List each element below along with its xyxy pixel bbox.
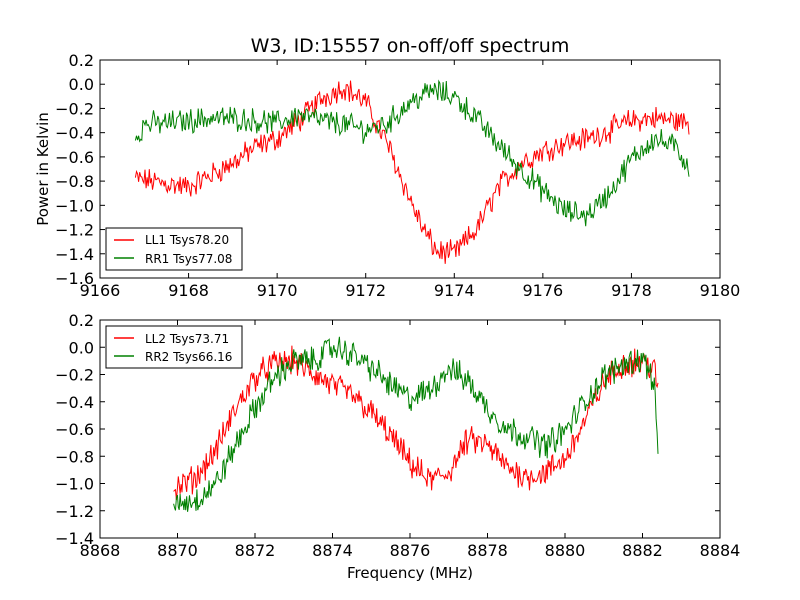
x-tick-label: 9166 <box>80 281 121 300</box>
x-tick-label: 8884 <box>700 541 741 560</box>
x-tick-label: 8870 <box>157 541 198 560</box>
y-tick-label: −1.2 <box>55 221 94 240</box>
plot-clip <box>173 336 659 512</box>
y-tick-label: −0.6 <box>55 420 94 439</box>
legend-box <box>105 227 243 271</box>
y-tick-label: 0.0 <box>69 75 94 94</box>
y-tick-label: −1.4 <box>55 529 94 548</box>
series-line-ll2 <box>173 345 659 501</box>
y-tick-label: −1.0 <box>55 475 94 494</box>
x-tick-label: 8878 <box>467 541 508 560</box>
plot-frame <box>99 59 721 279</box>
plot-clip <box>134 79 690 264</box>
x-tick-label: 9170 <box>257 281 298 300</box>
tick-layer: 9166 9168 9170 9172 9174 9176 9178 9180 −1.6 −1.4… <box>55 51 740 300</box>
x-tick-label: 8876 <box>390 541 431 560</box>
series-line-rr2 <box>173 336 659 512</box>
plot-frame <box>99 319 721 539</box>
x-tick-label: 8874 <box>312 541 353 560</box>
chart-title: W3, ID:15557 on-off/off spectrum <box>251 35 570 57</box>
legend-label-ll2: LL2 Tsys73.71 <box>145 332 229 346</box>
y-tick-label: 0.0 <box>69 338 94 357</box>
tick-layer: 8868 8870 8872 8874 8876 8878 8880 8882 8884 −1.4… <box>55 311 740 560</box>
x-tick-label: 8868 <box>80 541 121 560</box>
y-tick-label: −1.6 <box>55 269 94 288</box>
x-tick-label: 8882 <box>622 541 663 560</box>
y-tick-label: −0.4 <box>55 124 94 143</box>
x-axis-label: Frequency (MHz) <box>347 564 473 582</box>
y-tick-label: −1.4 <box>55 245 94 264</box>
y-tick-label: −0.4 <box>55 393 94 412</box>
y-tick-label: 0.2 <box>69 51 94 70</box>
top-spectrum-chart: W3, ID:15557 on-off/off spectrum Power i… <box>34 35 740 300</box>
x-tick-label: 9172 <box>345 281 386 300</box>
series-layer <box>173 336 659 512</box>
x-tick-label: 9180 <box>700 281 741 300</box>
y-axis-label: Power in Kelvin <box>34 112 52 226</box>
series-layer <box>134 79 690 264</box>
y-tick-label: −0.2 <box>55 99 94 118</box>
x-tick-label: 8872 <box>235 541 276 560</box>
y-tick-label: −0.6 <box>55 148 94 167</box>
x-tick-label: 9178 <box>611 281 652 300</box>
y-tick-label: −1.0 <box>55 196 94 215</box>
x-tick-label: 9174 <box>434 281 475 300</box>
y-tick-label: −0.2 <box>55 366 94 385</box>
y-tick-label: −0.8 <box>55 447 94 466</box>
series-line-rr1 <box>134 79 690 227</box>
bottom-spectrum-chart: 8868 8870 8872 8874 8876 8878 8880 8882 8884 −1.4… <box>55 311 740 582</box>
x-tick-label: 9176 <box>522 281 563 300</box>
legend-box <box>105 325 243 369</box>
legend: LL1 Tsys78.20 RR1 Tsys77.08 <box>105 227 243 271</box>
y-tick-label: −1.2 <box>55 502 94 521</box>
x-tick-label: 9168 <box>168 281 209 300</box>
x-tick-label: 8880 <box>545 541 586 560</box>
legend-label-rr2: RR2 Tsys66.16 <box>145 350 232 364</box>
legend: LL2 Tsys73.71 RR2 Tsys66.16 <box>105 325 243 369</box>
y-tick-label: −0.8 <box>55 172 94 191</box>
legend-label-rr1: RR1 Tsys77.08 <box>145 252 232 266</box>
series-line-ll1 <box>134 80 690 264</box>
y-tick-label: 0.2 <box>69 311 94 330</box>
legend-label-ll1: LL1 Tsys78.20 <box>145 233 229 247</box>
